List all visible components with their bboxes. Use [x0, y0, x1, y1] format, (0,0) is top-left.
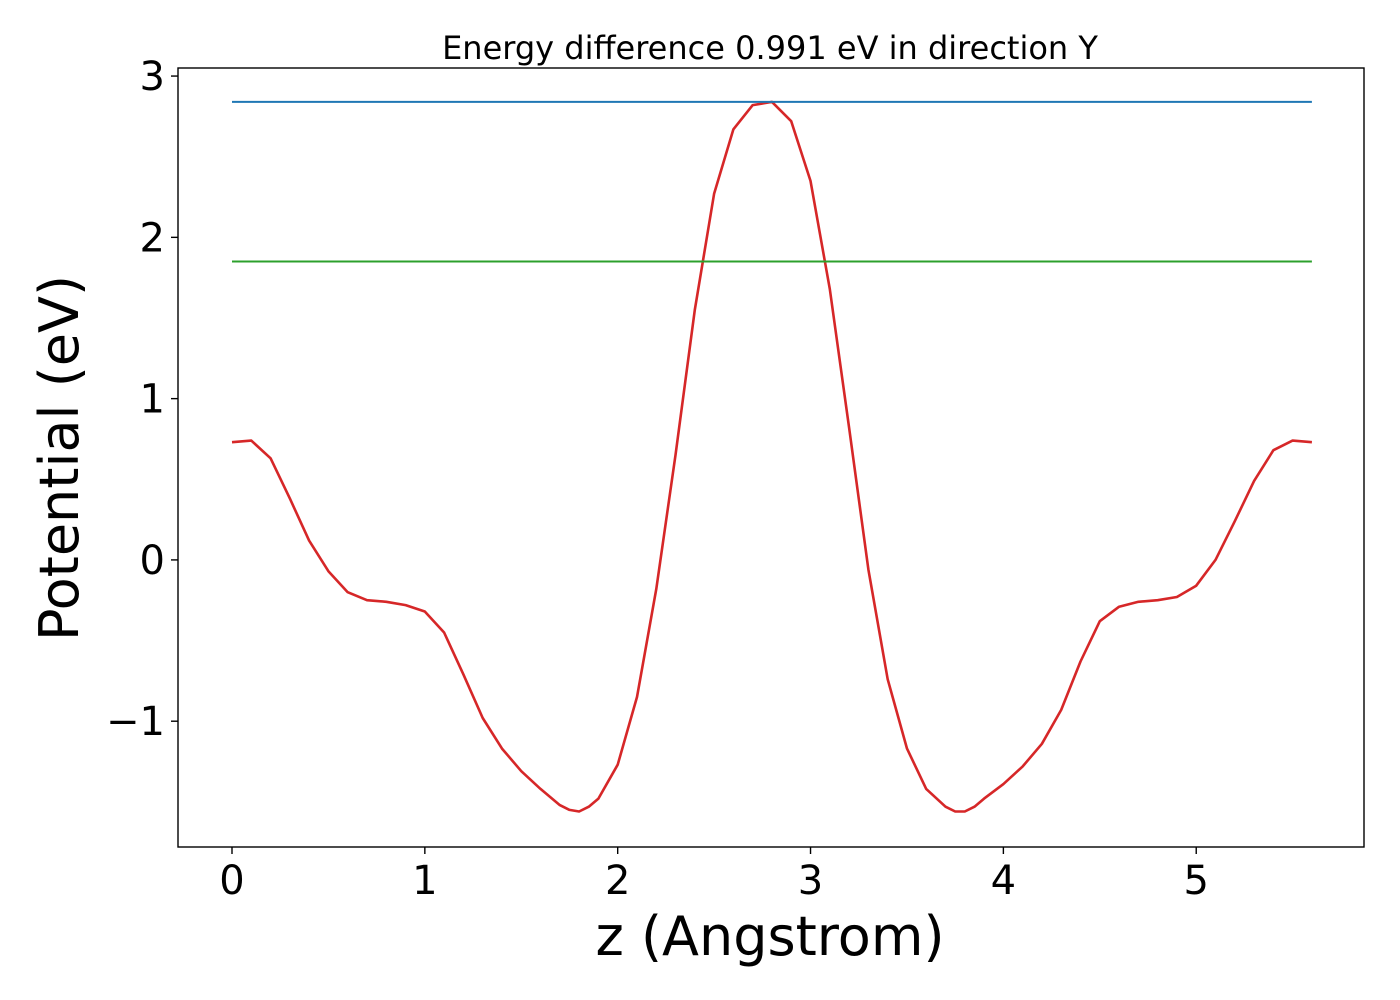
- y-tick-label: 2: [140, 215, 165, 261]
- y-axis: −1 0 1 2 3: [106, 54, 178, 745]
- y-tick-label: −1: [106, 699, 165, 745]
- x-tick-label: 3: [798, 858, 823, 904]
- x-tick-label: 2: [605, 858, 630, 904]
- chart-title: Energy difference 0.991 eV in direction …: [442, 29, 1098, 67]
- x-tick-label: 1: [412, 858, 437, 904]
- y-tick-label: 1: [140, 377, 165, 423]
- x-tick-label: 4: [991, 858, 1016, 904]
- y-tick-label: 0: [140, 538, 165, 584]
- y-axis-label: Potential (eV): [28, 275, 91, 641]
- plot-frame: [177, 67, 1365, 848]
- x-tick-label: 0: [219, 858, 244, 904]
- x-tick-label: 5: [1183, 858, 1208, 904]
- x-axis: 0 1 2 3 4 5: [219, 847, 1209, 904]
- series-layer: [231, 100, 1313, 813]
- y-tick-label: 3: [140, 54, 165, 100]
- x-axis-label: z (Angstrom): [595, 905, 944, 968]
